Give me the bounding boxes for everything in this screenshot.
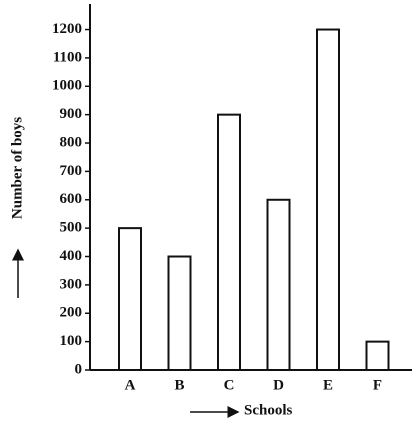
y-tick-label: 700 [60, 163, 83, 179]
y-tick-label: 0 [75, 361, 83, 377]
x-tick-label: F [373, 377, 382, 393]
y-tick-label: 500 [60, 220, 83, 236]
y-tick-label: 100 [60, 333, 83, 349]
y-tick-label: 300 [60, 276, 83, 292]
x-axis-label: Schools [244, 402, 293, 418]
bar [365, 340, 390, 371]
x-tick-label: D [273, 377, 284, 393]
y-tick-label: 1200 [52, 21, 82, 37]
y-tick-label: 800 [60, 134, 83, 150]
y-tick-label: 200 [60, 305, 83, 321]
y-tick-label: 1100 [53, 49, 82, 65]
bar [217, 113, 241, 371]
y-tick-label: 400 [60, 248, 83, 264]
x-tick-label: A [125, 377, 136, 393]
x-tick-label: E [323, 377, 333, 393]
bar [118, 227, 142, 371]
y-tick-label: 600 [60, 191, 83, 207]
bar [316, 28, 340, 372]
y-tick-label: 1000 [52, 78, 82, 94]
x-tick-label: B [174, 377, 184, 393]
bar [167, 255, 192, 371]
y-tick-label: 900 [60, 106, 83, 122]
bar [266, 198, 291, 371]
y-axis-label: Number of boys [9, 117, 25, 219]
x-tick-label: C [224, 377, 235, 393]
